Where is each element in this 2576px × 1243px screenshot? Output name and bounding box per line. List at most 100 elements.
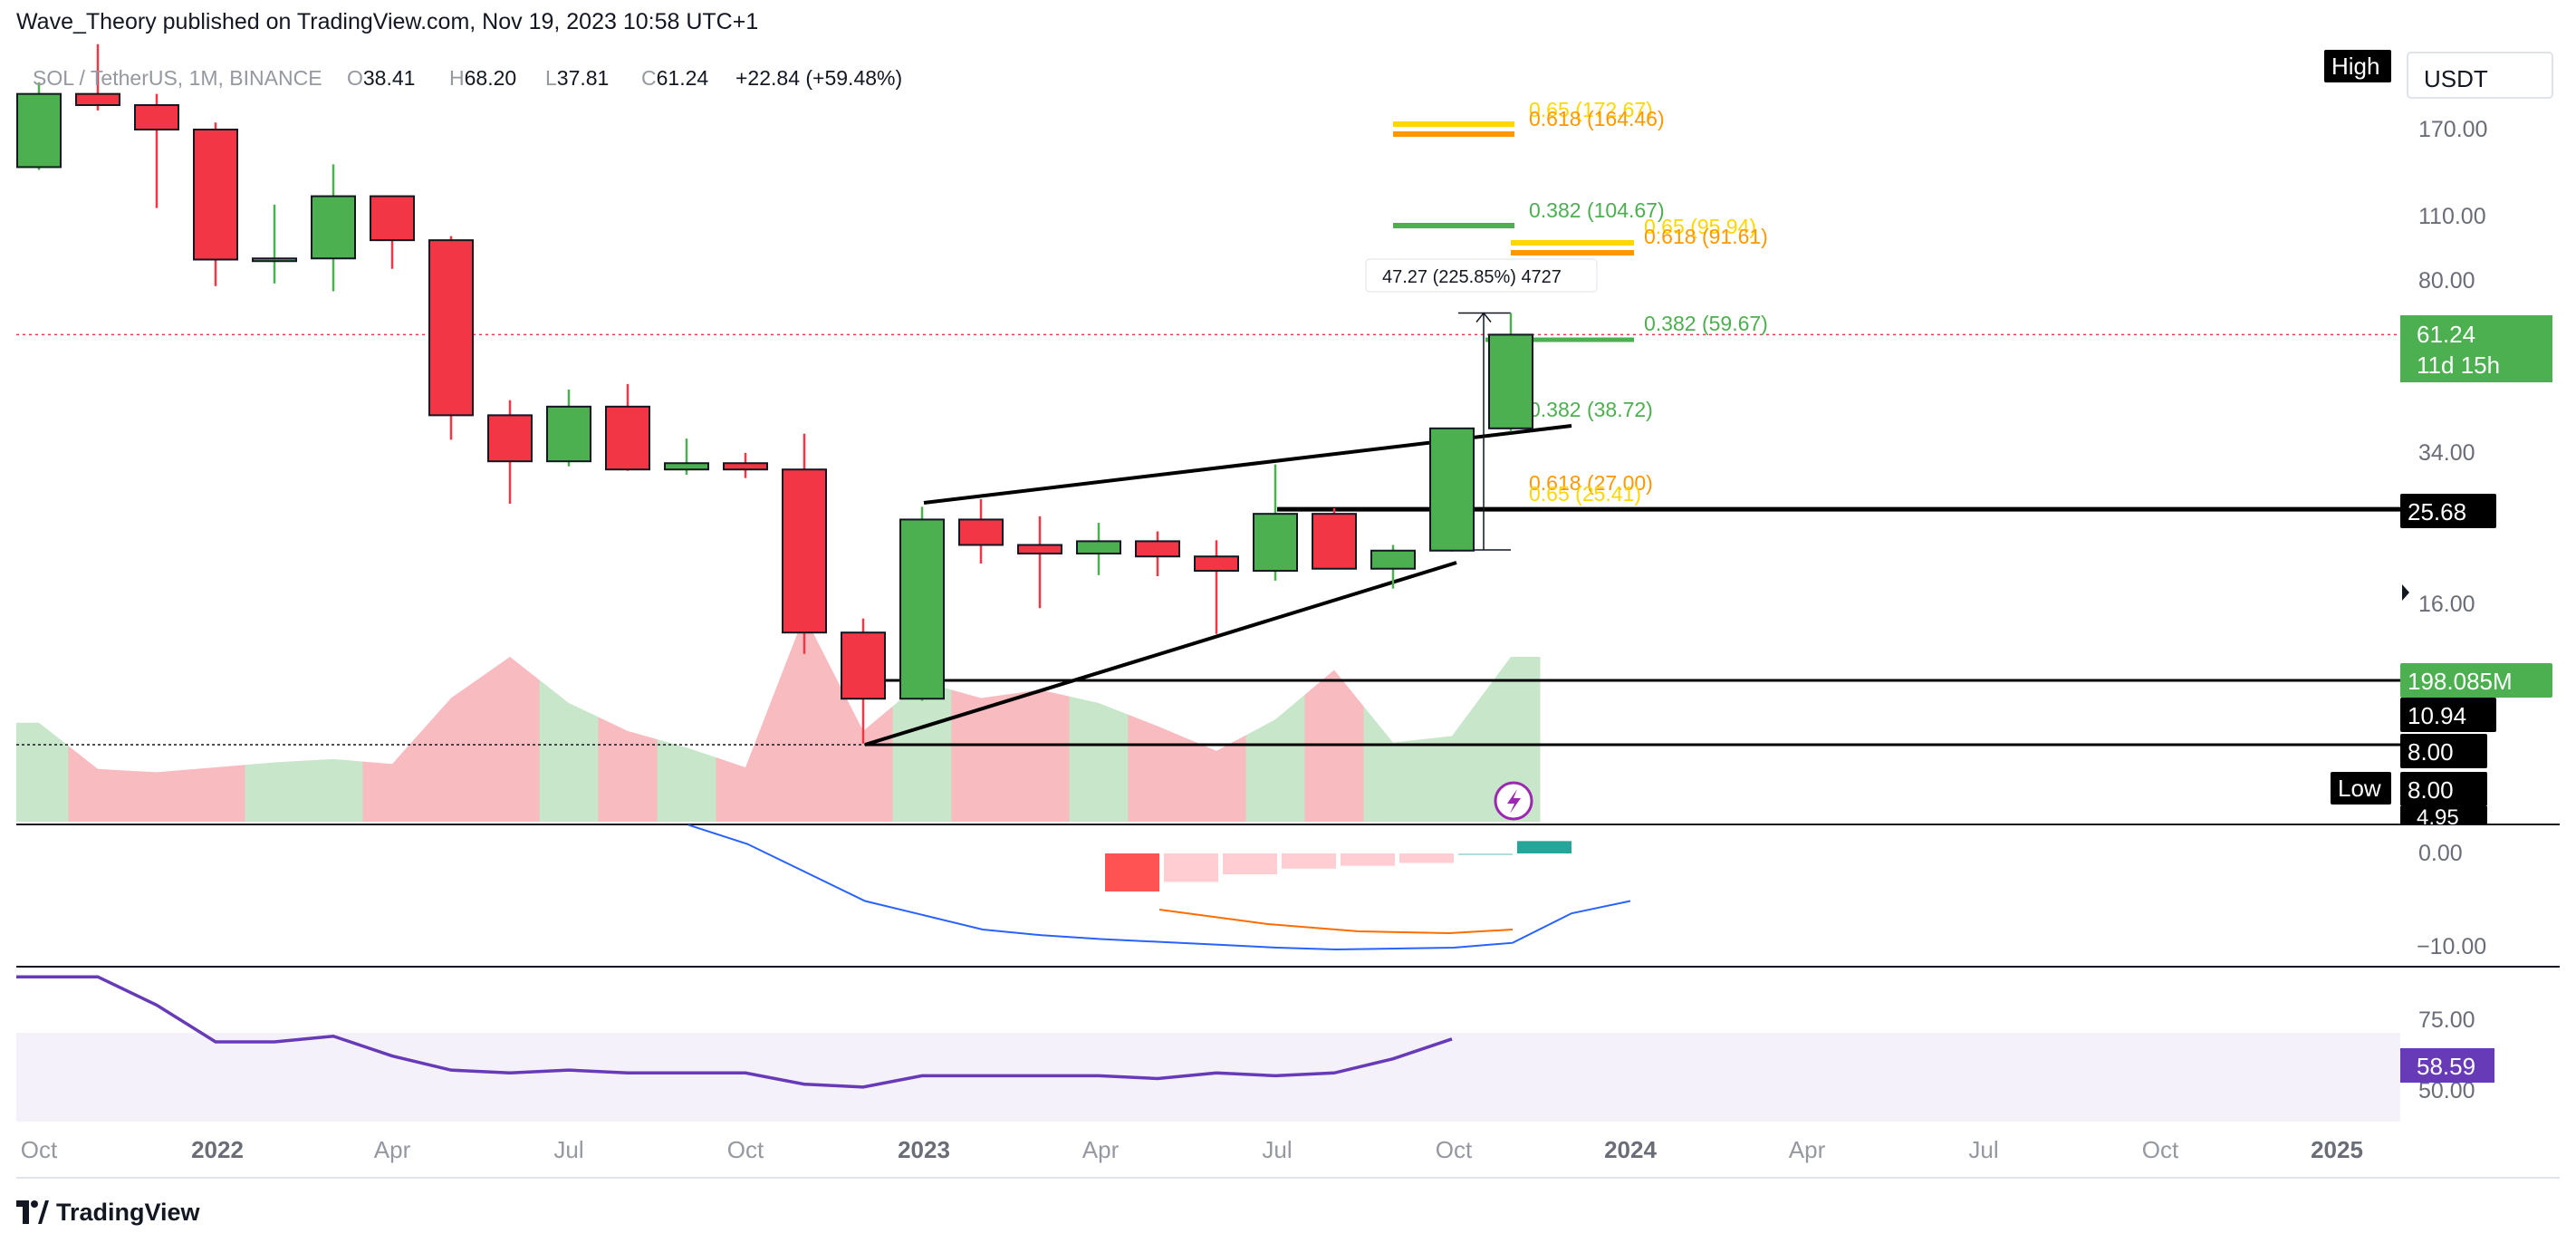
volume-area-segment xyxy=(421,677,481,822)
publisher-header: Wave_Theory published on TradingView.com… xyxy=(16,9,759,34)
fib-level-label: 0.65 (25.41) xyxy=(1529,482,1641,506)
measure-box xyxy=(1365,258,1598,293)
volume-area xyxy=(16,615,1541,822)
candle-body xyxy=(1312,513,1357,570)
candle-body xyxy=(487,414,533,463)
candle-body xyxy=(723,462,768,471)
high-tag: High xyxy=(2331,53,2379,80)
macd-histogram-bar xyxy=(1223,853,1277,875)
trendlines-layer: 47.27 (225.85%) 4727 xyxy=(16,258,2400,747)
measure-arrow xyxy=(1475,312,1492,323)
candle-body xyxy=(1076,540,1121,554)
candle-body xyxy=(782,468,827,634)
volume-area-segment xyxy=(245,760,304,822)
time-axis-tick: Apr xyxy=(374,1136,411,1163)
line-price-tag: 25.68 xyxy=(2408,498,2466,525)
open-label: O38.41 xyxy=(347,66,415,90)
fib-level-label: 0.382 (38.72) xyxy=(1529,398,1653,421)
line-price-tag-bg xyxy=(2400,698,2496,732)
macd-pane xyxy=(687,824,1631,951)
volume-area-segment xyxy=(774,615,834,822)
candle-body xyxy=(899,518,945,700)
fib-level-label: 0.65 (95.94) xyxy=(1644,215,1756,238)
macd-axis-tick: 0.00 xyxy=(2418,841,2463,866)
time-axis-tick: Oct xyxy=(21,1136,58,1163)
partial-tag-bg xyxy=(2400,806,2487,824)
volume-area-segment xyxy=(657,739,716,822)
rsi-value: 58.59 xyxy=(2417,1053,2475,1080)
low-tag-bg xyxy=(2331,772,2391,805)
candle-body xyxy=(252,257,297,263)
volume-area-segment xyxy=(362,730,422,822)
macd-histogram-bar xyxy=(1517,841,1572,853)
candle-body xyxy=(546,405,591,463)
time-axis-tick: Jul xyxy=(1262,1136,1292,1163)
fib-level-label: 0.382 (104.67) xyxy=(1529,198,1665,222)
time-axis-tick: Apr xyxy=(1789,1136,1826,1163)
macd-histogram-bar xyxy=(1105,853,1159,891)
time-axis-tick: Oct xyxy=(2142,1136,2179,1163)
tradingview-footer[interactable]: TradingView xyxy=(16,1194,200,1230)
volume-area-segment xyxy=(598,717,658,822)
volume-tag-bg xyxy=(2400,663,2552,698)
time-axis-tick: 2022 xyxy=(191,1136,244,1163)
candles-layer xyxy=(16,43,1533,744)
candle-body xyxy=(1194,555,1239,573)
partial-tag: 4.95 xyxy=(2417,805,2459,830)
low-label: L37.81 xyxy=(545,66,609,90)
candle-body xyxy=(958,518,1004,546)
volume-area-segment xyxy=(1422,696,1482,822)
line-price-tag: 8.00 xyxy=(2408,738,2454,766)
macd-signal-line xyxy=(1158,909,1514,935)
fib-level-label: 0.382 (59.67) xyxy=(1644,312,1768,335)
fib-level-label: 0.65 (172.67) xyxy=(1529,98,1653,121)
axis-layer: 170.00 110.00 80.00 34.00 16.00 USDT High Low 61… xyxy=(21,50,2553,1163)
volume-area-segment xyxy=(303,758,363,822)
rsi-value-bg xyxy=(2400,1048,2494,1083)
volume-area-segment xyxy=(1245,694,1305,822)
time-axis-tick: Oct xyxy=(1436,1136,1473,1163)
macd-histogram-bar xyxy=(1399,853,1454,863)
macd-histogram-bar xyxy=(1458,853,1513,855)
candle-body xyxy=(311,195,356,260)
lightning-icon-bolt xyxy=(1507,789,1521,814)
low-price-tag: 8.00 xyxy=(2408,776,2454,804)
line-price-tag-bg xyxy=(2400,494,2496,528)
candle-body xyxy=(1253,513,1298,573)
volume-area-segment xyxy=(1069,696,1129,822)
countdown-label: 11d 15h xyxy=(2417,352,2500,379)
candle-body xyxy=(134,104,179,130)
time-axis-tick: Oct xyxy=(727,1136,764,1163)
candle-body xyxy=(1370,549,1416,570)
volume-area-segment xyxy=(68,746,128,822)
measure-label: 47.27 (225.85%) 4727 xyxy=(1382,267,1562,287)
candle-body xyxy=(605,405,650,471)
volume-area-segment xyxy=(539,679,599,822)
candle-body xyxy=(16,92,62,169)
time-axis-tick: 2024 xyxy=(1604,1136,1657,1163)
candle-body xyxy=(1017,544,1062,554)
ohlc-legend: SOL / TetherUS, 1M, BINANCE O38.41 H68.2… xyxy=(33,66,902,90)
axis-marker-icon xyxy=(2402,584,2409,601)
high-tag-bg xyxy=(2324,50,2391,82)
volume-area-segment xyxy=(951,689,1011,822)
macd-histogram-bar xyxy=(1282,853,1336,869)
rsi-pane xyxy=(16,975,2400,1122)
currency-label: USDT xyxy=(2424,65,2488,92)
price-axis-tick: 34.00 xyxy=(2418,440,2475,466)
macd-axis-tick: −10.00 xyxy=(2417,934,2486,959)
price-axis-tick: 16.00 xyxy=(2418,592,2475,617)
volume-area-segment xyxy=(480,657,540,822)
rsi-axis-tick: 75.00 xyxy=(2418,1007,2475,1033)
volume-area-segment xyxy=(1010,689,1070,822)
last-price-bg xyxy=(2400,315,2552,382)
lightning-icon xyxy=(1494,781,1533,821)
volume-area-segment xyxy=(892,681,952,822)
candle-body xyxy=(1135,540,1180,558)
low-price-tag-bg xyxy=(2400,772,2487,806)
candle-body xyxy=(75,92,120,107)
volume-area-segment xyxy=(1481,657,1541,822)
fib-level-label: 0.618 (164.46) xyxy=(1529,107,1665,130)
time-axis-tick: Jul xyxy=(1968,1136,1998,1163)
